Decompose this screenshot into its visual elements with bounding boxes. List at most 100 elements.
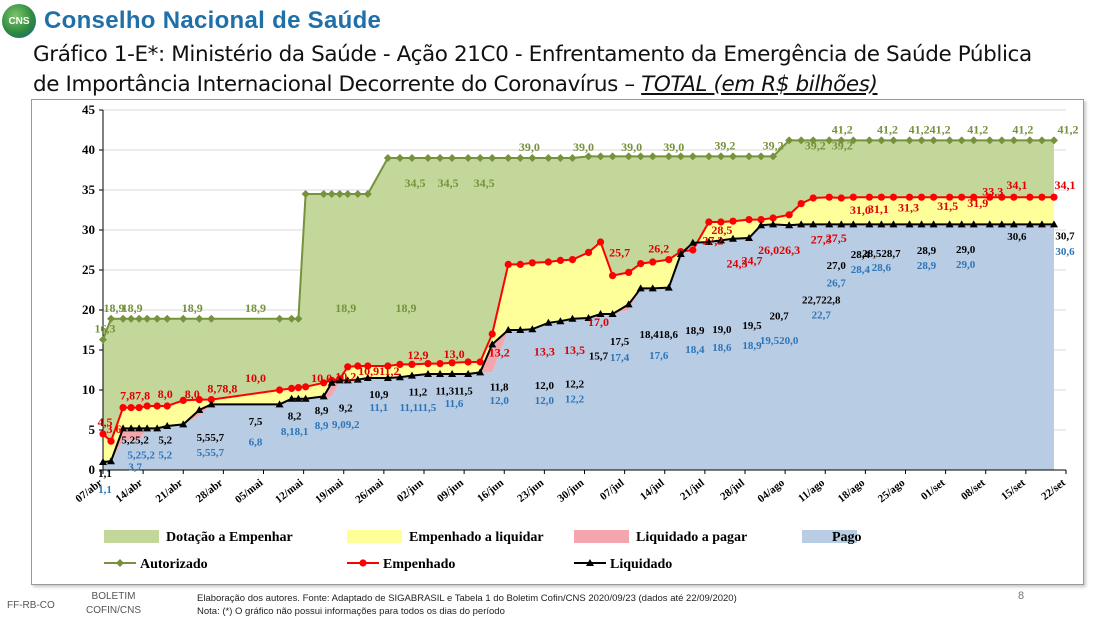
empenhado-point	[302, 383, 309, 390]
empenhado-point	[545, 258, 552, 265]
empenhado-data-label: 7,87,8	[120, 389, 150, 403]
autorizado-data-label: 18,9	[122, 301, 143, 315]
empenhado-data-label: 31,3	[898, 201, 919, 215]
chart-frame: 0 5 10 15 20 25 30 35 40 45 07/abr 14/abr 21/abr 28/a…	[31, 99, 1084, 585]
legend-label: Empenhado a liquidar	[409, 530, 544, 545]
x-tick-label: 25/ago	[876, 477, 908, 506]
y-tick-label: 20	[82, 302, 95, 317]
autorizado-data-label: 39,0	[519, 140, 540, 154]
empenhado-point	[569, 256, 576, 263]
empenhado-point	[689, 246, 696, 253]
legend-swatch	[104, 530, 159, 543]
empenhado-point	[517, 261, 524, 268]
page-number: 8	[1018, 590, 1024, 602]
legend-marker	[116, 559, 124, 567]
empenhado-point	[288, 385, 295, 392]
autorizado-data-label: 41,2	[967, 122, 988, 136]
empenhado-point	[529, 259, 536, 266]
empenhado-data-label: 10,2	[335, 369, 356, 383]
liquidado-data-label: 9,2	[339, 402, 353, 414]
x-tick-label: 14/jul	[638, 477, 667, 503]
empenhado-data-label: 3,6	[107, 422, 122, 436]
pago-data-label: 30,6	[1055, 246, 1075, 258]
empenhado-point	[798, 200, 805, 207]
liquidado-data-label: 12,0	[535, 380, 555, 392]
pago-data-label: 22,7	[812, 309, 832, 321]
x-tick-label: 08/set	[959, 477, 988, 503]
empenhado-point	[637, 260, 644, 267]
empenhado-data-label: 31,1	[868, 202, 889, 216]
liquidado-data-label: 28,528,7	[862, 248, 901, 260]
liquidado-data-label: 12,2	[565, 378, 585, 390]
empenhado-data-label: 26,026,3	[758, 243, 800, 257]
liquidado-data-label: 5,2	[158, 434, 172, 446]
pago-data-label: 5,25,2	[127, 449, 155, 461]
footer-bulletin: BOLETIM COFIN/CNS	[86, 590, 141, 618]
pago-data-label: 28,9	[917, 260, 937, 272]
pago-data-label: 18,4	[685, 344, 705, 356]
empenhado-data-label: 28,5	[711, 223, 732, 237]
empenhado-data-label: 13,2	[489, 345, 510, 359]
autorizado-data-label: 39,0	[663, 140, 684, 154]
empenhado-point	[295, 384, 302, 391]
liquidado-data-label: 7,5	[249, 416, 263, 428]
legend-marker	[359, 559, 366, 566]
empenhado-point	[1050, 194, 1057, 201]
pago-data-label: 11,111,5	[400, 402, 437, 414]
liquidado-data-label: 27,0	[827, 260, 847, 272]
chart-title: Gráfico 1-E*: Ministério da Saúde - Ação…	[33, 40, 1093, 100]
pago-data-label: 11,1	[370, 402, 389, 414]
y-tick-label: 35	[82, 182, 96, 197]
empenhado-point	[625, 269, 632, 276]
autorizado-data-label: 41,241,2	[909, 122, 951, 136]
source-text: Elaboração dos autores. Fonte: Adaptado …	[197, 592, 737, 605]
empenhado-data-label: 10,911,2	[358, 364, 399, 378]
empenhado-data-label: 10,0	[245, 371, 266, 385]
liquidado-data-label: 11,8	[490, 382, 509, 394]
liquidado-data-label: 1,1	[98, 468, 112, 480]
pago-data-label: 3,7	[128, 461, 142, 473]
legend-swatch	[574, 530, 629, 543]
autorizado-data-label: 18,9	[182, 301, 203, 315]
empenhado-data-label: 34,1	[1006, 178, 1027, 192]
x-tick-label: 02/jun	[395, 477, 426, 505]
autorizado-data-label: 39,2	[805, 138, 826, 152]
cns-logo: CNS	[2, 4, 36, 38]
empenhado-point	[890, 194, 897, 201]
empenhado-point	[918, 194, 925, 201]
empenhado-point	[665, 256, 672, 263]
liquidado-data-label: 8,2	[288, 410, 302, 422]
pago-data-label: 12,0	[535, 395, 555, 407]
pago-data-label: 5,2	[158, 449, 172, 461]
liquidado-data-label: 5,25,2	[121, 434, 149, 446]
y-tick-label: 10	[82, 382, 95, 397]
logo-text: CNS	[8, 16, 29, 27]
autorizado-data-label: 39,0	[573, 140, 594, 154]
pago-data-label: 9,09,2	[332, 419, 360, 431]
liquidado-data-label: 10,9	[369, 389, 389, 401]
empenhado-point	[930, 194, 937, 201]
x-tick-label: 07/jul	[598, 477, 627, 503]
empenhado-point	[597, 238, 604, 245]
empenhado-point	[1038, 194, 1045, 201]
empenhado-point	[436, 360, 443, 367]
footer-bulletin-line1: BOLETIM	[86, 590, 141, 604]
title-line-1: Gráfico 1-E*: Ministério da Saúde - Ação…	[33, 40, 1093, 70]
liquidado-data-label: 5,55,7	[197, 432, 225, 444]
x-tick-label: 01/set	[919, 477, 948, 503]
pago-data-label: 17,6	[649, 350, 669, 362]
x-tick-label: 21/abr	[154, 477, 186, 505]
x-tick-label: 30/jun	[555, 477, 586, 505]
x-tick-label: 05/mai	[233, 477, 265, 506]
empenhado-point	[144, 402, 151, 409]
x-tick-label: 09/jun	[435, 477, 466, 505]
empenhado-point	[465, 358, 472, 365]
x-tick-label: 11/ago	[796, 477, 827, 505]
autorizado-data-label: 39,2	[763, 138, 784, 152]
legend-label: Liquidado	[610, 557, 672, 572]
empenhado-point	[136, 404, 143, 411]
autorizado-data-label: 41,2	[1058, 122, 1079, 136]
empenhado-point	[127, 404, 134, 411]
empenhado-data-label: 13,5	[564, 343, 585, 357]
empenhado-point	[649, 258, 656, 265]
